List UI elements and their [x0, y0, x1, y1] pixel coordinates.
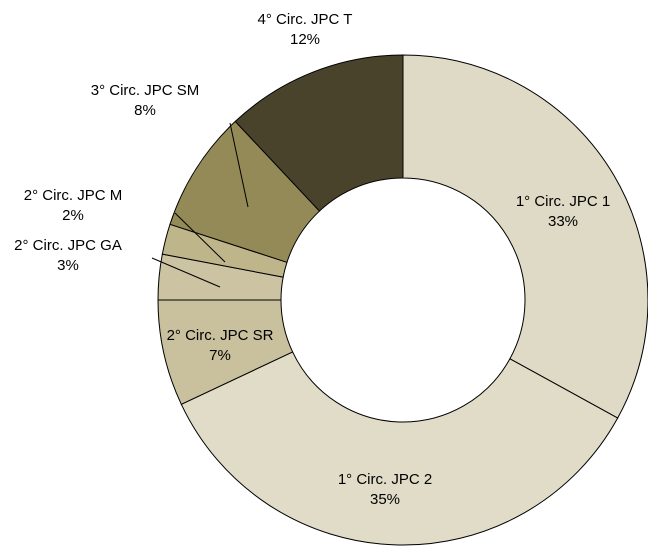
slice-label-1-circ-jpc-1: 1° Circ. JPC 1 33% [516, 193, 610, 230]
slice-label-name: 1° Circ. JPC 1 [516, 193, 610, 210]
donut-slices [157, 54, 648, 546]
slice-label-percent: 2% [62, 207, 84, 224]
slice-label-percent: 3% [57, 257, 79, 274]
leader-line-2-circ-jpc-ga [151, 257, 221, 288]
slice-label-1-circ-jpc-2: 1° Circ. JPC 2 35% [338, 471, 432, 508]
leader-line-2-circ-jpc-m [174, 212, 226, 263]
slice-label-3-circ-jpc-sm: 3° Circ. JPC SM 8% [91, 82, 200, 119]
slice-labels: 1° Circ. JPC 1 33% 1° Circ. JPC 2 35% 2° Cir… [14, 11, 610, 508]
slice-1-circ-jpc-1 [402, 54, 648, 419]
leader-lines [151, 122, 249, 288]
slice-label-percent: 8% [134, 102, 156, 119]
slice-label-name: 3° Circ. JPC SM [91, 82, 200, 99]
slice-label-percent: 7% [209, 347, 231, 364]
leader-line-3-circ-jpc-sm [229, 122, 249, 208]
slice-label-2-circ-jpc-sr: 2° Circ. JPC SR 7% [167, 327, 274, 364]
slice-1-circ-jpc-2 [180, 351, 619, 546]
slice-label-percent: 35% [370, 491, 400, 508]
slice-label-2-circ-jpc-ga: 2° Circ. JPC GA 3% [14, 237, 122, 274]
slice-label-4-circ-jpc-t: 4° Circ. JPC T 12% [258, 11, 353, 48]
slice-label-percent: 33% [548, 213, 578, 230]
slice-label-name: 4° Circ. JPC T [258, 11, 353, 28]
slice-label-2-circ-jpc-m: 2° Circ. JPC M 2% [24, 187, 123, 224]
slice-label-name: 2° Circ. JPC SR [167, 327, 274, 344]
slice-label-percent: 12% [290, 31, 320, 48]
slice-label-name: 1° Circ. JPC 2 [338, 471, 432, 488]
slice-label-name: 2° Circ. JPC GA [14, 237, 122, 254]
slice-label-name: 2° Circ. JPC M [24, 187, 123, 204]
slice-4-circ-jpc-t [234, 54, 404, 212]
